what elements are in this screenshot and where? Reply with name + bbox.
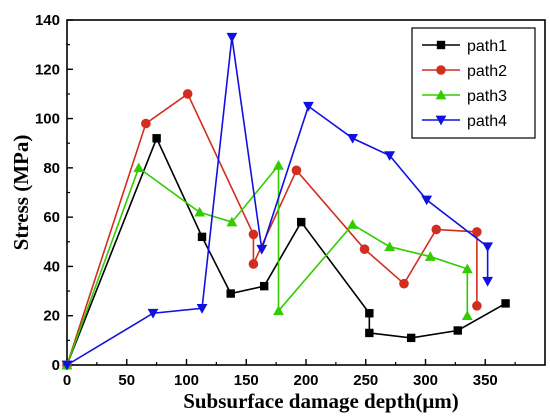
- legend-label-path2: path2: [467, 63, 507, 80]
- data-point-path3: [273, 159, 284, 170]
- data-point-path1: [197, 232, 207, 242]
- data-point-path4: [147, 308, 159, 319]
- y-tick-label: 80: [43, 160, 60, 177]
- data-point-path1: [406, 333, 416, 343]
- x-tick-label: 150: [234, 372, 259, 389]
- data-point-path1: [365, 328, 374, 338]
- data-point-path4: [482, 276, 494, 287]
- data-point-path2: [291, 165, 302, 176]
- data-point-path3: [273, 305, 284, 316]
- y-tick-label: 100: [35, 111, 60, 128]
- data-point-path3: [384, 241, 396, 252]
- x-tick-label: 250: [353, 372, 378, 389]
- data-point-path2: [359, 244, 370, 254]
- data-point-path1: [453, 326, 462, 335]
- data-point-path4: [61, 360, 73, 371]
- legend-marker-path2: [436, 65, 446, 75]
- y-tick-label: 60: [43, 209, 60, 226]
- data-point-path3: [226, 216, 238, 227]
- data-point-path2: [399, 278, 409, 289]
- y-tick-label: 140: [35, 12, 60, 29]
- x-tick-label: 0: [63, 372, 71, 389]
- data-point-path3: [461, 310, 473, 321]
- data-point-path3: [424, 251, 436, 261]
- data-point-path4: [256, 244, 268, 255]
- data-point-path2: [182, 89, 193, 99]
- data-point-path3: [461, 263, 473, 274]
- data-point-path3: [133, 162, 145, 173]
- data-point-path2: [141, 118, 151, 129]
- data-point-path1: [226, 289, 235, 298]
- legend: path1 path2 path3 path4: [411, 27, 536, 139]
- legend-label-path3: path3: [467, 88, 507, 105]
- data-point-path4: [384, 151, 396, 161]
- data-point-path1: [365, 309, 374, 318]
- data-point-path4: [196, 304, 208, 314]
- x-tick-label: 200: [293, 372, 318, 389]
- data-point-path3: [194, 206, 206, 217]
- data-point-path1: [501, 299, 510, 308]
- x-tick-label: 50: [118, 372, 135, 389]
- x-tick-label: 100: [174, 372, 199, 389]
- data-point-path1: [259, 281, 269, 291]
- data-point-path2: [248, 229, 259, 240]
- data-point-path2: [431, 224, 442, 235]
- y-tick-label: 20: [43, 308, 60, 325]
- y-tick-label: 0: [52, 357, 60, 374]
- data-point-path4: [302, 101, 314, 112]
- y-axis-title: Stress (MPa): [9, 135, 33, 251]
- legend-label-path4: path4: [467, 113, 507, 130]
- data-point-path4: [347, 133, 359, 144]
- data-point-path2: [472, 301, 482, 311]
- data-point-path2: [472, 227, 482, 237]
- data-point-path4: [482, 242, 494, 253]
- legend-label-path1: path1: [467, 38, 507, 55]
- x-axis-title: Subsurface damage depth(μm): [183, 389, 459, 413]
- y-tick-label: 40: [43, 258, 60, 275]
- legend-marker-path1: [436, 40, 446, 50]
- y-tick-label: 120: [35, 61, 60, 78]
- x-tick-label: 350: [473, 372, 498, 389]
- legend-marker-path4: [435, 115, 447, 126]
- data-point-path1: [297, 217, 306, 227]
- data-point-path1: [152, 134, 161, 143]
- x-tick-label: 300: [413, 372, 438, 389]
- data-point-path4: [421, 195, 433, 206]
- data-point-path2: [248, 259, 259, 269]
- data-point-path3: [347, 219, 359, 229]
- data-point-path4: [226, 32, 238, 43]
- legend-marker-path3: [435, 89, 447, 100]
